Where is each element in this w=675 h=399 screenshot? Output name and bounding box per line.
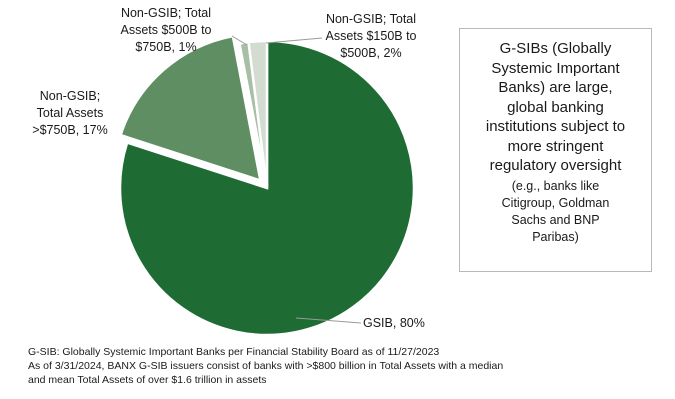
slice-label-nongsib-150b-500b: Non-GSIB; Total Assets $150B to $500B, 2% — [325, 12, 416, 60]
slice-label-nongsib-over-750b: Non-GSIB; Total Assets >$750B, 17% — [32, 89, 107, 137]
slice-label-line: Non-GSIB; Total — [121, 6, 211, 20]
slice-label-line: Total Assets — [37, 106, 104, 120]
leader-line-nongsib-500b-750b — [231, 35, 248, 46]
footnote: G-SIB: Globally Systemic Important Banks… — [28, 345, 668, 387]
slice-label-line: Assets $150B to — [325, 29, 416, 43]
slice-label-line: >$750B, 17% — [32, 123, 107, 137]
slice-label-nongsib-500b-750b: Non-GSIB; Total Assets $500B to $750B, 1% — [120, 6, 211, 54]
slice-label-line: $500B, 2% — [340, 46, 401, 60]
info-box-example-text: (e.g., banks like Citigroup, Goldman Sac… — [468, 178, 643, 246]
info-sub-line: (e.g., banks like — [511, 178, 600, 193]
info-sub-line: Sachs and BNP — [511, 212, 600, 227]
pie-slice-nongsib-over-750b — [119, 34, 263, 183]
info-main-line: regulatory oversight — [489, 157, 622, 174]
gsib-info-box: G-SIBs (Globally Systemic Important Bank… — [459, 28, 652, 272]
info-main-line: Banks) are large, — [498, 79, 613, 96]
info-sub-line: Paribas) — [532, 229, 579, 244]
slice-label-line: Non-GSIB; — [40, 89, 100, 103]
slice-label-line: GSIB, 80% — [363, 316, 425, 330]
info-box-main-text: G-SIBs (Globally Systemic Important Bank… — [468, 39, 643, 176]
info-main-line: institutions subject to — [485, 118, 626, 135]
footnote-line: G-SIB: Globally Systemic Important Banks… — [28, 346, 440, 358]
slice-label-gsib: GSIB, 80% — [363, 316, 425, 330]
info-main-line: more stringent — [507, 137, 604, 155]
info-main-line: G-SIBs (Globally — [499, 40, 612, 57]
info-sub-line: Citigroup, Goldman — [501, 195, 610, 210]
info-main-line: Systemic Important — [491, 59, 620, 77]
pie-chart: GSIB, 80% Non-GSIB; Total Assets >$750B, 17… — [32, 6, 425, 337]
leader-line-gsib — [295, 317, 362, 324]
footnote-line: and mean Total Assets of over $1.6 trill… — [28, 374, 267, 386]
pie-slice-nongsib-150b-500b — [247, 39, 269, 189]
slice-label-line: Non-GSIB; Total — [326, 12, 416, 26]
footnote-line: As of 3/31/2024, BANX G-SIB issuers cons… — [28, 360, 504, 372]
info-main-line: global banking — [507, 98, 604, 116]
slice-label-line: Assets $500B to — [120, 23, 211, 37]
slice-label-line: $750B, 1% — [135, 40, 196, 54]
leader-line-nongsib-150b-500b — [265, 37, 323, 44]
